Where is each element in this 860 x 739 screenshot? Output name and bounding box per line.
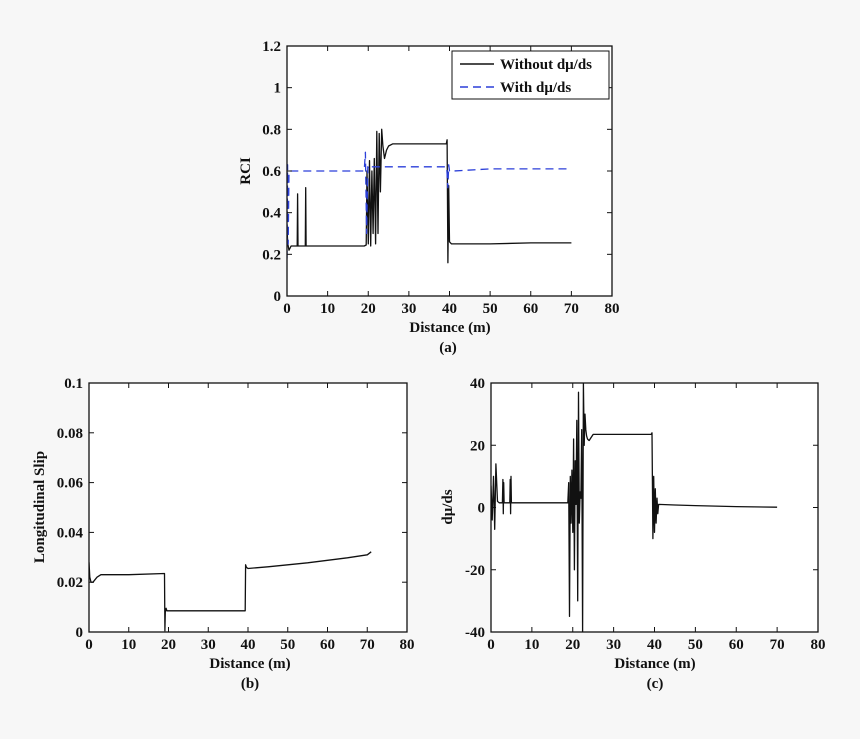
y-tick-label: 0.2 [262,247,281,263]
y-tick-label: 0.02 [57,575,83,591]
tick-layer: 0 10 20 30 40 50 60 70 80 0 0.02 0.04 0.06 0.08 0.1 [57,376,415,653]
plot-frame [286,45,613,297]
x-tick-label: 40 [241,637,256,653]
series-line-1 [287,128,572,264]
legend-label-with: With dμ/ds [500,80,571,96]
x-tick-label: 10 [320,301,335,317]
x-tick-label: 30 [401,301,416,317]
y-tick-label: -20 [465,563,485,579]
x-tick-label: 0 [283,301,291,317]
x-tick-label: 0 [85,637,93,653]
y-tick-label: -40 [465,625,485,641]
legend-label-without: Without dμ/ds [500,57,592,73]
y-tick-label: 20 [470,438,485,454]
panel-label: (b) [241,676,259,692]
y-axis-label: dμ/ds [440,489,456,524]
legend-box [451,50,610,100]
plot-frame [88,382,408,633]
x-tick-label: 70 [360,637,375,653]
y-tick-label: 0.8 [262,122,281,138]
plot-frame [490,382,819,633]
panel-c-dmu-ds-chart: 0 10 20 30 40 50 60 70 80 -40 -20 0 20 40 Distance (m… [440,376,826,692]
x-axis-label: Distance (m) [614,656,695,672]
tick-layer: 0 10 20 30 40 50 60 70 80 -40 -20 0 20 40 [465,376,826,653]
x-tick-label: 70 [564,301,579,317]
x-tick-label: 30 [201,637,216,653]
x-tick-label: 80 [400,637,415,653]
series-line-1 [89,551,372,632]
y-tick-label: 0.6 [262,164,281,180]
x-tick-label: 40 [442,301,457,317]
x-tick-label: 60 [729,637,744,653]
x-tick-label: 50 [688,637,703,653]
tick-layer: 0 10 20 30 40 50 60 70 80 0 0.2 0.4 0.6 0.8 1 1.2 [262,39,619,317]
series-line-1 [491,383,778,632]
x-axis-label: Distance (m) [209,656,290,672]
x-tick-label: 50 [280,637,295,653]
x-axis-label: Distance (m) [409,320,490,336]
x-tick-label: 70 [770,637,785,653]
x-tick-label: 20 [361,301,376,317]
y-tick-label: 0.1 [64,376,83,392]
x-tick-label: 60 [320,637,335,653]
y-tick-label: 0.06 [57,476,84,492]
x-tick-label: 20 [161,637,176,653]
x-tick-label: 30 [606,637,621,653]
panel-label: (c) [647,676,664,692]
y-tick-label: 1 [274,81,282,97]
panel-label: (a) [439,340,457,356]
x-tick-label: 50 [483,301,498,317]
x-tick-label: 10 [524,637,539,653]
x-tick-label: 80 [811,637,826,653]
series-layer [491,383,778,632]
x-tick-label: 20 [565,637,580,653]
y-tick-label: 0 [478,501,486,517]
y-tick-label: 0.08 [57,426,83,442]
x-tick-label: 10 [121,637,136,653]
series-layer [89,551,372,632]
y-tick-label: 0.04 [57,525,84,541]
panel-a-rci-chart: 0 10 20 30 40 50 60 70 80 0 0.2 0.4 0.6 0.8 1 1.2 Witho… [238,39,620,356]
x-tick-label: 0 [487,637,495,653]
y-tick-label: 0.4 [262,206,281,222]
y-tick-label: 40 [470,376,485,392]
y-tick-label: 1.2 [262,39,281,55]
x-tick-label: 60 [523,301,538,317]
y-axis-label: RCI [238,157,254,185]
y-tick-label: 0 [274,289,282,305]
plot-area [89,383,407,632]
y-tick-label: 0 [76,625,84,641]
x-tick-label: 40 [647,637,662,653]
x-tick-label: 80 [605,301,620,317]
panel-b-longitudinal-slip-chart: 0 10 20 30 40 50 60 70 80 0 0.02 0.04 0.06 0.08 0.1 Di… [32,376,415,692]
y-axis-label: Longitudinal Slip [32,451,48,563]
legend: Without dμ/ds With dμ/ds [451,50,610,100]
